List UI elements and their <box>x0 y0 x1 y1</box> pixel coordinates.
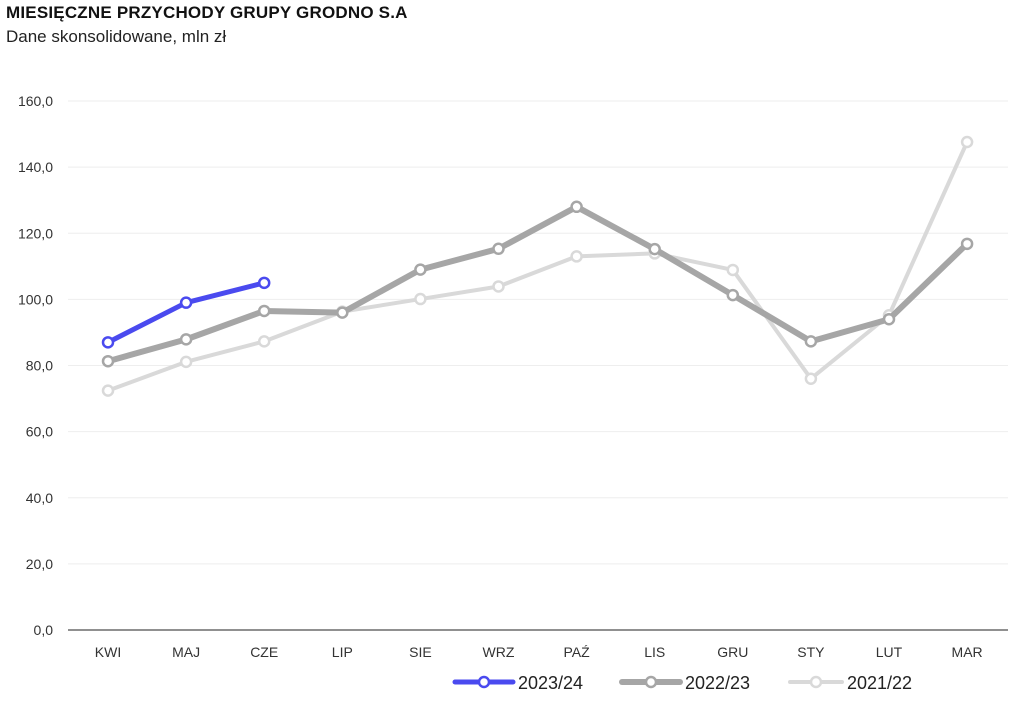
data-point <box>492 242 505 256</box>
y-tick-label: 100,0 <box>18 291 53 307</box>
y-tick-label: 60,0 <box>26 424 53 440</box>
x-tick-label: LIS <box>644 644 665 660</box>
x-tick-label: LUT <box>876 644 903 660</box>
data-point <box>804 372 818 385</box>
series-2023-24 <box>101 276 271 349</box>
legend-marker <box>644 675 658 689</box>
data-point <box>101 336 115 349</box>
grid-lines <box>68 100 1008 631</box>
data-point <box>570 200 583 214</box>
x-tick-label: SIE <box>409 644 432 660</box>
legend-marker <box>809 675 823 689</box>
legend-item: 2023/24 <box>452 673 583 693</box>
legend-item: 2022/23 <box>619 673 750 693</box>
data-point <box>804 335 818 348</box>
x-tick-label: PAŹ <box>563 644 590 660</box>
series-2022-23 <box>101 200 974 368</box>
data-point <box>336 306 349 319</box>
data-point <box>179 333 193 346</box>
data-point <box>179 355 193 369</box>
y-axis: 0,0 20,0 40,0 60,0 80,0 100,0 120,0 140,0 160,0 <box>18 93 53 638</box>
data-point <box>960 135 974 149</box>
data-point <box>726 288 740 302</box>
data-point <box>882 312 896 326</box>
data-point <box>648 242 661 256</box>
y-tick-label: 80,0 <box>26 358 53 374</box>
data-point <box>492 280 505 293</box>
data-point <box>570 250 583 263</box>
data-point <box>257 335 271 348</box>
data-point <box>101 384 115 397</box>
x-tick-label: GRU <box>717 644 748 660</box>
data-point <box>179 296 193 309</box>
y-tick-label: 120,0 <box>18 225 53 241</box>
series-2021-22 <box>101 135 974 397</box>
y-tick-label: 140,0 <box>18 159 53 175</box>
legend-item: 2021/22 <box>788 673 912 693</box>
legend: 2023/24 2022/23 2021/22 <box>452 673 912 693</box>
x-tick-label: WRZ <box>483 644 515 660</box>
chart-subtitle: Dane skonsolidowane, mln zł <box>6 27 227 46</box>
x-tick-label: STY <box>797 644 825 660</box>
legend-label: 2022/23 <box>685 673 750 693</box>
chart-title: MIESIĘCZNE PRZYCHODY GRUPY GRODNO S.A <box>6 3 408 22</box>
y-tick-label: 0,0 <box>34 622 54 638</box>
y-tick-label: 20,0 <box>26 556 53 572</box>
y-tick-label: 160,0 <box>18 93 53 109</box>
data-point <box>414 263 427 276</box>
data-point <box>257 276 271 290</box>
data-point <box>726 263 740 277</box>
data-point <box>257 304 271 318</box>
x-tick-label: KWI <box>95 644 121 660</box>
x-tick-label: MAJ <box>172 644 200 660</box>
series-lines <box>101 135 974 397</box>
x-tick-label: LIP <box>332 644 353 660</box>
x-tick-label: CZE <box>250 644 278 660</box>
data-point <box>414 292 427 306</box>
data-point <box>101 354 115 368</box>
x-axis: KWI MAJ CZE LIP SIE WRZ PAŹ LIS GRU STY LUT MAR <box>95 644 983 660</box>
legend-label: 2023/24 <box>518 673 583 693</box>
data-point <box>960 237 974 251</box>
legend-label: 2021/22 <box>847 673 912 693</box>
series-line <box>105 203 971 365</box>
y-tick-label: 40,0 <box>26 490 53 506</box>
x-tick-label: MAR <box>952 644 983 660</box>
series-line <box>106 139 970 393</box>
legend-marker <box>477 675 491 689</box>
